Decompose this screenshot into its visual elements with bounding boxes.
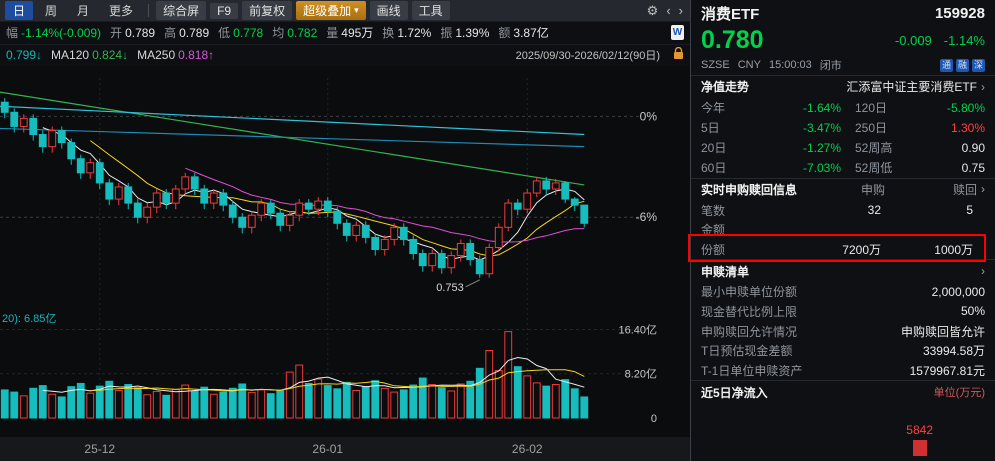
currency-label: CNY xyxy=(737,59,761,71)
kline-chart[interactable]: 0% -6% 16.40亿 8.20亿 0 0.753 20): 6.85亿 25-12 26-… xyxy=(0,65,690,461)
exchange-label: SZSE xyxy=(701,59,730,71)
sub-row-count: 笔数 32 5 xyxy=(701,203,973,218)
draw-line-button[interactable]: 画线 xyxy=(369,1,408,21)
subscription-section-header[interactable]: 实时申购赎回信息 申购 赎回 › xyxy=(691,177,995,201)
perf-120d: -5.80% xyxy=(946,100,985,115)
change-stat: -1.14%(-0.009) xyxy=(21,25,102,40)
high-stat: 0.789 xyxy=(179,25,210,40)
svg-text:-6%: -6% xyxy=(636,210,658,224)
svg-text:16.40亿: 16.40亿 xyxy=(618,323,657,336)
svg-text:0%: 0% xyxy=(640,109,658,123)
sub-row-shares: 份额 7200万 1000万 xyxy=(701,242,973,257)
fund-nav-row[interactable]: 净值走势 汇添富中证主要消费ETF › xyxy=(691,74,995,98)
low-stat: 0.778 xyxy=(233,25,264,40)
f9-button[interactable]: F9 xyxy=(210,2,239,19)
price-change: -0.009 xyxy=(894,32,932,48)
super-overlay-button[interactable]: 超级叠加 ▾ xyxy=(296,1,366,21)
ma120-value: 0.824↓ xyxy=(92,48,129,63)
tab-weekly[interactable]: 周 xyxy=(45,4,58,19)
tab-daily[interactable]: 日 xyxy=(5,1,34,21)
price-change-pct: -1.14% xyxy=(943,32,985,48)
perf-60d: -7.03% xyxy=(802,160,841,175)
badge-tong: 通 xyxy=(940,58,953,72)
amount-stat: 3.87亿 xyxy=(513,26,549,41)
fund-nav-label: 净值走势 xyxy=(701,80,750,95)
quote-panel: 消费ETF 159928 0.780 -0.009 -1.14% SZSE CN… xyxy=(690,0,995,461)
net-inflow-header[interactable]: 近5日净流入 单位(万元) xyxy=(691,380,995,403)
volume-stat: 495万 xyxy=(341,26,374,41)
composite-screen-button[interactable]: 综合屏 xyxy=(156,1,207,21)
list-row-min-unit: 最小申赎单位份额 2,000,000 xyxy=(701,284,985,300)
quote-stats-bar: 幅 -1.14%(-0.009) 开 0.789 高 0.789 低 0.778 均 0.… xyxy=(0,21,690,44)
forward-adjust-button[interactable]: 前复权 xyxy=(242,1,293,21)
quote-time: 15:00:03 xyxy=(768,59,812,71)
perf-250d: 1.30% xyxy=(950,120,985,135)
inflow-unit-label: 单位(万元) xyxy=(933,387,985,400)
inflow-bar xyxy=(913,439,927,456)
sub-row-amount: 金额 xyxy=(701,223,726,238)
perf-20d: -1.27% xyxy=(802,140,841,155)
badge-shen: 深 xyxy=(972,58,985,72)
super-overlay-label: 超级叠加 xyxy=(303,4,352,19)
perf-52w-low: 0.75 xyxy=(961,160,985,175)
svg-text:26-01: 26-01 xyxy=(312,442,343,456)
performance-grid: 今年 -1.64% 120日 -5.80% 5日 -3.47% 250日 1.30% 2… xyxy=(691,98,995,178)
last-price: 0.780 xyxy=(701,25,764,54)
tab-monthly[interactable]: 月 xyxy=(77,4,90,19)
net-inflow-chart: 5842 xyxy=(691,403,995,461)
dropdown-caret-icon: ▾ xyxy=(354,5,359,16)
ma250-value: 0.818↑ xyxy=(178,48,215,63)
chevron-right-icon: › xyxy=(981,264,985,279)
security-name: 消费ETF xyxy=(701,6,760,24)
fund-name: 汇添富中证主要消费ETF xyxy=(846,80,977,95)
list-row-permission: 申购赎回允许情况 申购赎回皆允许 xyxy=(701,324,985,339)
ma-legend-bar: 0.799↓ MA120 0.824↓ MA250 0.818↑ 2025/09/3… xyxy=(0,43,690,66)
security-code: 159928 xyxy=(934,5,985,23)
kline-svg[interactable]: 0% -6% 16.40亿 8.20亿 0 0.753 20): 6.85亿 25-12 26-… xyxy=(0,66,690,461)
tab-more[interactable]: 更多 xyxy=(109,4,134,19)
avg-stat: 0.782 xyxy=(287,25,318,40)
amplitude-stat: 1.39% xyxy=(455,25,490,40)
perf-5d: -3.47% xyxy=(802,120,841,135)
chart-toolbar: 日 周 月 更多 综合屏 F9 前复权 超级叠加 ▾ 画线 工具 ⚙ ‹ › xyxy=(0,0,690,22)
chevron-right-icon: › xyxy=(981,79,985,94)
list-row-cash-diff: T日预估现金差额 33994.58万 xyxy=(701,344,985,359)
turnover-stat: 1.72% xyxy=(397,25,432,40)
list-row-cash-ratio: 现金替代比例上限 50% xyxy=(701,304,985,319)
chevron-right-icon[interactable]: › xyxy=(678,3,683,19)
chevron-right-icon: › xyxy=(981,182,985,197)
svg-text:25-12: 25-12 xyxy=(84,442,115,456)
lock-icon[interactable] xyxy=(673,47,684,63)
gear-icon[interactable]: ⚙ xyxy=(646,2,659,18)
svg-text:20): 6.85亿: 20): 6.85亿 xyxy=(2,312,56,325)
perf-52w-high: 0.90 xyxy=(961,140,985,155)
ma60-value: 0.799↓ xyxy=(6,48,43,63)
badge-rong: 融 xyxy=(956,58,969,72)
list-row-unit-asset: T-1日单位申赎资产 1579967.81元 xyxy=(701,363,985,378)
tools-button[interactable]: 工具 xyxy=(411,1,450,21)
svg-text:26-02: 26-02 xyxy=(512,442,543,456)
open-stat: 0.789 xyxy=(125,25,156,40)
market-status: 闭市 xyxy=(819,60,842,72)
svg-text:0: 0 xyxy=(651,413,657,425)
redeem-list-header[interactable]: 申赎清单 › xyxy=(691,259,995,282)
inflow-value-label: 5842 xyxy=(906,422,933,437)
svg-text:0.753: 0.753 xyxy=(436,282,464,294)
wp-doc-icon[interactable]: W xyxy=(671,25,684,41)
toolbar-divider xyxy=(148,4,150,18)
chart-pane: 日 周 月 更多 综合屏 F9 前复权 超级叠加 ▾ 画线 工具 ⚙ ‹ › 幅… xyxy=(0,0,690,461)
chevron-left-icon[interactable]: ‹ xyxy=(666,3,671,19)
perf-ytd: -1.64% xyxy=(802,100,841,115)
date-range-label: 2025/09/30-2026/02/12(90日) xyxy=(515,50,660,63)
svg-text:8.20亿: 8.20亿 xyxy=(625,368,657,381)
